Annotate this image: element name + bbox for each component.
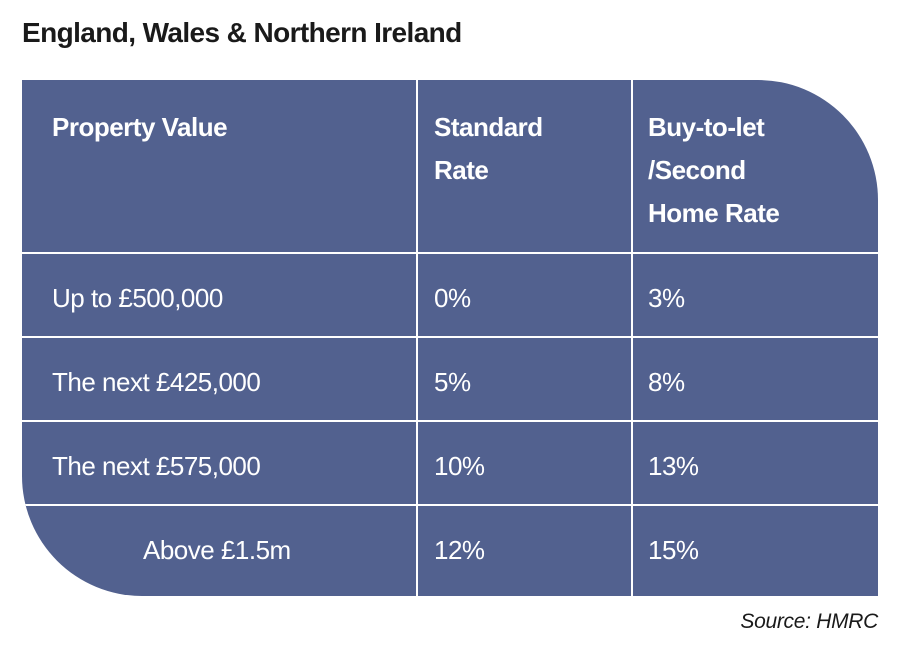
row-divider <box>22 420 878 422</box>
source-note: Source: HMRC <box>740 610 878 633</box>
column-divider <box>416 80 418 596</box>
header-line: Rate <box>434 155 489 185</box>
standard-rate-cell: 0% <box>434 283 471 313</box>
header-second-home-rate: Buy-to-let /Second Home Rate <box>648 106 780 235</box>
second-home-rate-cell: 13% <box>648 451 699 481</box>
second-home-rate-cell: 15% <box>648 535 699 565</box>
page-title: England, Wales & Northern Ireland <box>22 17 462 48</box>
property-value-cell: The next £425,000 <box>52 367 261 397</box>
standard-rate-cell: 10% <box>434 451 485 481</box>
row-divider <box>22 504 878 506</box>
header-line: Buy-to-let <box>648 112 765 142</box>
header-line: Property Value <box>52 112 228 142</box>
property-value-cell: Above £1.5m <box>143 535 291 565</box>
property-value-cell: Up to £500,000 <box>52 283 223 313</box>
standard-rate-cell: 5% <box>434 367 471 397</box>
header-line: Home Rate <box>648 198 780 228</box>
header-line: Standard <box>434 112 543 142</box>
header-line: /Second <box>648 155 746 185</box>
second-home-rate-cell: 8% <box>648 367 685 397</box>
header-standard-rate: Standard Rate <box>434 106 543 192</box>
row-divider <box>22 252 878 254</box>
second-home-rate-cell: 3% <box>648 283 685 313</box>
column-divider <box>631 80 633 596</box>
property-value-cell: The next £575,000 <box>52 451 261 481</box>
header-property-value: Property Value <box>52 106 228 149</box>
row-divider <box>22 336 878 338</box>
standard-rate-cell: 12% <box>434 535 485 565</box>
stamp-duty-table: Property Value Standard Rate Buy-to-let … <box>22 80 878 596</box>
